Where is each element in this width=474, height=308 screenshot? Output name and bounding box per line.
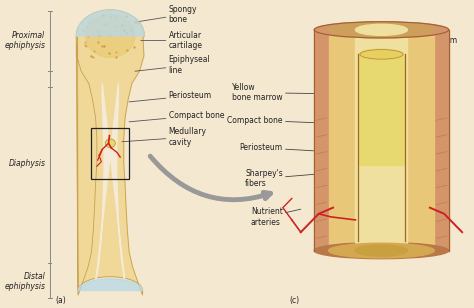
Text: Proximal
ephiphysis: Proximal ephiphysis: [4, 31, 46, 50]
Text: Endosteum: Endosteum: [405, 36, 457, 48]
Text: (c): (c): [289, 296, 299, 305]
Text: Periosteum: Periosteum: [240, 143, 317, 152]
Ellipse shape: [359, 49, 404, 59]
Text: Yellow
bone marrow: Yellow bone marrow: [232, 83, 360, 102]
Ellipse shape: [356, 24, 408, 35]
Ellipse shape: [314, 22, 449, 38]
Ellipse shape: [356, 24, 408, 36]
Text: Nutrient
arteries: Nutrient arteries: [251, 207, 301, 227]
Text: Epiphyseal
line: Epiphyseal line: [135, 55, 210, 75]
Polygon shape: [96, 83, 125, 280]
Ellipse shape: [328, 243, 434, 258]
Ellipse shape: [328, 22, 434, 37]
Text: Periosteum: Periosteum: [129, 91, 212, 102]
Text: Spongy
bone: Spongy bone: [135, 5, 197, 24]
Ellipse shape: [105, 139, 115, 148]
Text: Compact bone: Compact bone: [129, 111, 224, 122]
Polygon shape: [76, 10, 145, 36]
Text: (a): (a): [55, 296, 66, 305]
Ellipse shape: [314, 242, 449, 259]
Bar: [91, 128, 129, 179]
Polygon shape: [76, 10, 145, 295]
Polygon shape: [86, 14, 135, 57]
Polygon shape: [328, 30, 434, 251]
Ellipse shape: [360, 50, 403, 59]
Ellipse shape: [328, 22, 434, 37]
Polygon shape: [314, 30, 449, 251]
Text: Medullary
cavity: Medullary cavity: [122, 128, 207, 147]
Text: Articular
cartilage: Articular cartilage: [141, 31, 202, 50]
Polygon shape: [356, 30, 408, 251]
Text: Diaphysis: Diaphysis: [9, 159, 46, 168]
Ellipse shape: [356, 245, 408, 256]
Text: Sharpey's
fibers: Sharpey's fibers: [245, 169, 319, 188]
Text: Distal
ephiphysis: Distal ephiphysis: [4, 272, 46, 291]
Text: Compact bone: Compact bone: [228, 116, 331, 125]
Polygon shape: [78, 279, 143, 290]
Polygon shape: [359, 54, 404, 165]
